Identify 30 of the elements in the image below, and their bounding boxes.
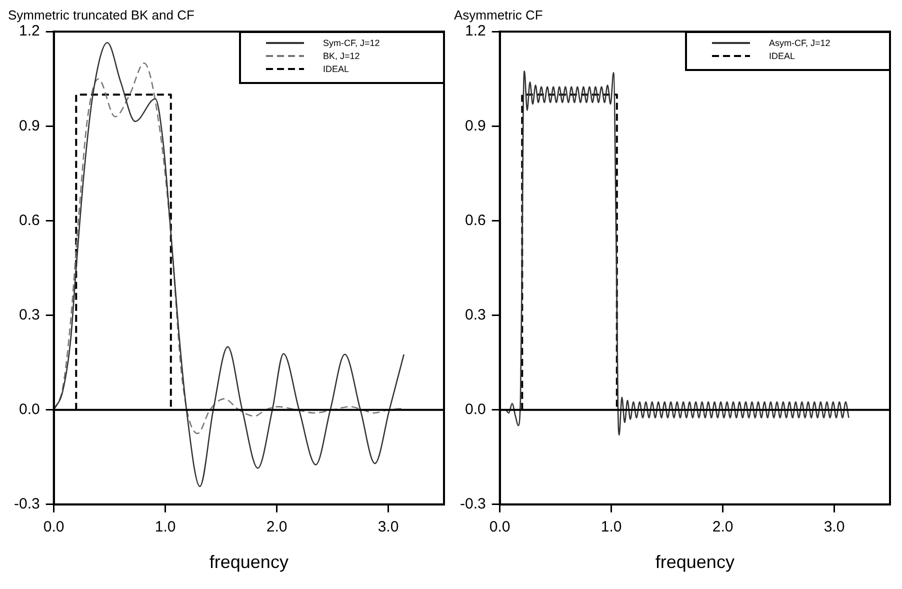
x-tick-label: 3.0 [824,518,845,536]
y-tick-label: 0.6 [18,212,40,229]
y-tick-label: 0.9 [464,117,486,134]
y-tick-label: 0.3 [18,306,40,324]
legend-label: IDEAL [769,51,796,62]
y-tick-label: 0.6 [464,212,486,229]
legend-label: IDEAL [323,64,350,74]
x-tick-label: 2.0 [712,518,734,536]
x-tick-label: 2.0 [266,518,288,536]
x-tick-label: 0.0 [489,518,510,536]
y-tick-label: 0.0 [18,400,40,418]
chart-title: Symmetric truncated BK and CF [8,7,194,22]
legend-label: BK, J=12 [323,51,360,62]
y-tick-label: 0.9 [18,117,40,134]
legend-label: Sym-CF, J=12 [323,38,380,48]
y-tick-label: 1.2 [18,22,40,40]
x-tick-label: 1.0 [600,518,622,536]
x-tick-label: 0.0 [43,518,64,536]
x-axis-title: frequency [655,552,734,572]
y-tick-label: 0.3 [464,306,486,324]
chart-title: Asymmetric CF [454,7,543,22]
y-tick-label: 1.2 [464,22,486,40]
x-tick-label: 3.0 [378,518,399,536]
x-axis-title: frequency [209,552,288,572]
y-tick-label: -0.3 [460,496,486,513]
y-tick-label: -0.3 [14,496,40,513]
y-tick-label: 0.0 [464,400,486,418]
line-series [54,42,405,488]
x-tick-label: 1.0 [154,518,176,536]
legend-label: Asym-CF, J=12 [769,38,830,48]
